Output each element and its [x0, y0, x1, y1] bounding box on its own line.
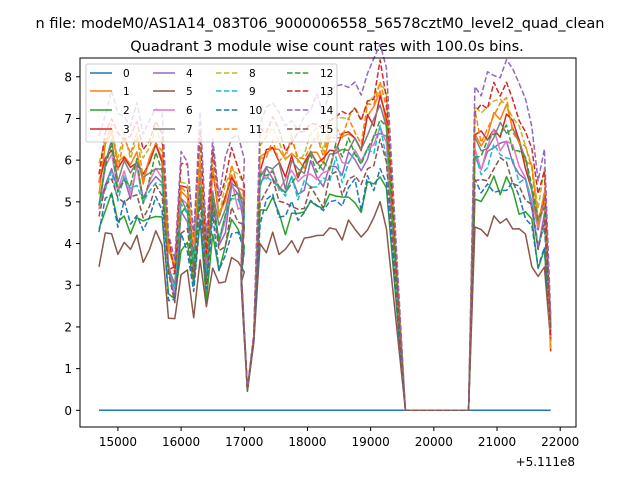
legend-label-2: 2: [123, 105, 130, 117]
y-tick-label-1: 1: [64, 362, 72, 376]
x-tick-label-20000: 20000: [415, 435, 453, 449]
y-tick-label-7: 7: [64, 112, 72, 126]
legend-label-13: 13: [320, 86, 333, 98]
y-axis: 0 1 2 3 4 5 6 7 8: [64, 70, 80, 418]
legend-label-4: 4: [186, 68, 193, 80]
legend-label-6: 6: [186, 105, 193, 117]
series-line-12: [98, 119, 552, 412]
y-tick-label-2: 2: [64, 320, 72, 334]
legend-label-0: 0: [123, 68, 130, 80]
legend-label-11: 11: [249, 124, 262, 136]
legend-label-15: 15: [320, 124, 333, 136]
x-tick-label-15000: 15000: [99, 435, 137, 449]
legend-label-1: 1: [123, 86, 130, 98]
y-tick-label-8: 8: [64, 70, 72, 84]
legend-label-7: 7: [186, 124, 193, 136]
x-tick-label-19000: 19000: [352, 435, 390, 449]
x-axis-offset-label: +5.111e8: [516, 455, 575, 469]
chart-title: Quadrant 3 module wise count rates with …: [130, 39, 524, 55]
x-tick-label-22000: 22000: [541, 435, 579, 449]
x-axis: 15000 16000 17000 18000 19000 20000 21000 22000: [99, 427, 579, 449]
legend-label-5: 5: [186, 86, 193, 98]
legend-label-14: 14: [320, 105, 334, 117]
legend-label-10: 10: [249, 105, 262, 117]
legend-label-3: 3: [123, 124, 130, 136]
legend-label-9: 9: [249, 86, 256, 98]
axes-frame: [79, 57, 577, 428]
y-tick-label-4: 4: [64, 237, 72, 251]
y-tick-label-5: 5: [64, 195, 72, 209]
series-line-15: [98, 138, 552, 412]
y-tick-label-0: 0: [64, 404, 72, 418]
x-tick-label-16000: 16000: [162, 435, 200, 449]
x-tick-label-18000: 18000: [288, 435, 326, 449]
y-tick-label-6: 6: [64, 154, 72, 168]
x-tick-label-21000: 21000: [478, 435, 516, 449]
legend-frame: [85, 63, 338, 143]
figure-suptitle: n file: modeM0/AS1A14_083T06_9000006558_…: [36, 16, 605, 32]
series-line-5: [98, 200, 552, 412]
legend-label-12: 12: [320, 68, 333, 80]
series-line-13: [98, 59, 552, 412]
series-line-10: [98, 167, 552, 412]
y-tick-label-3: 3: [64, 279, 72, 293]
x-tick-label-17000: 17000: [225, 435, 263, 449]
series-line-11: [98, 81, 552, 412]
legend-label-8: 8: [249, 68, 256, 80]
series-layer: [98, 43, 552, 412]
